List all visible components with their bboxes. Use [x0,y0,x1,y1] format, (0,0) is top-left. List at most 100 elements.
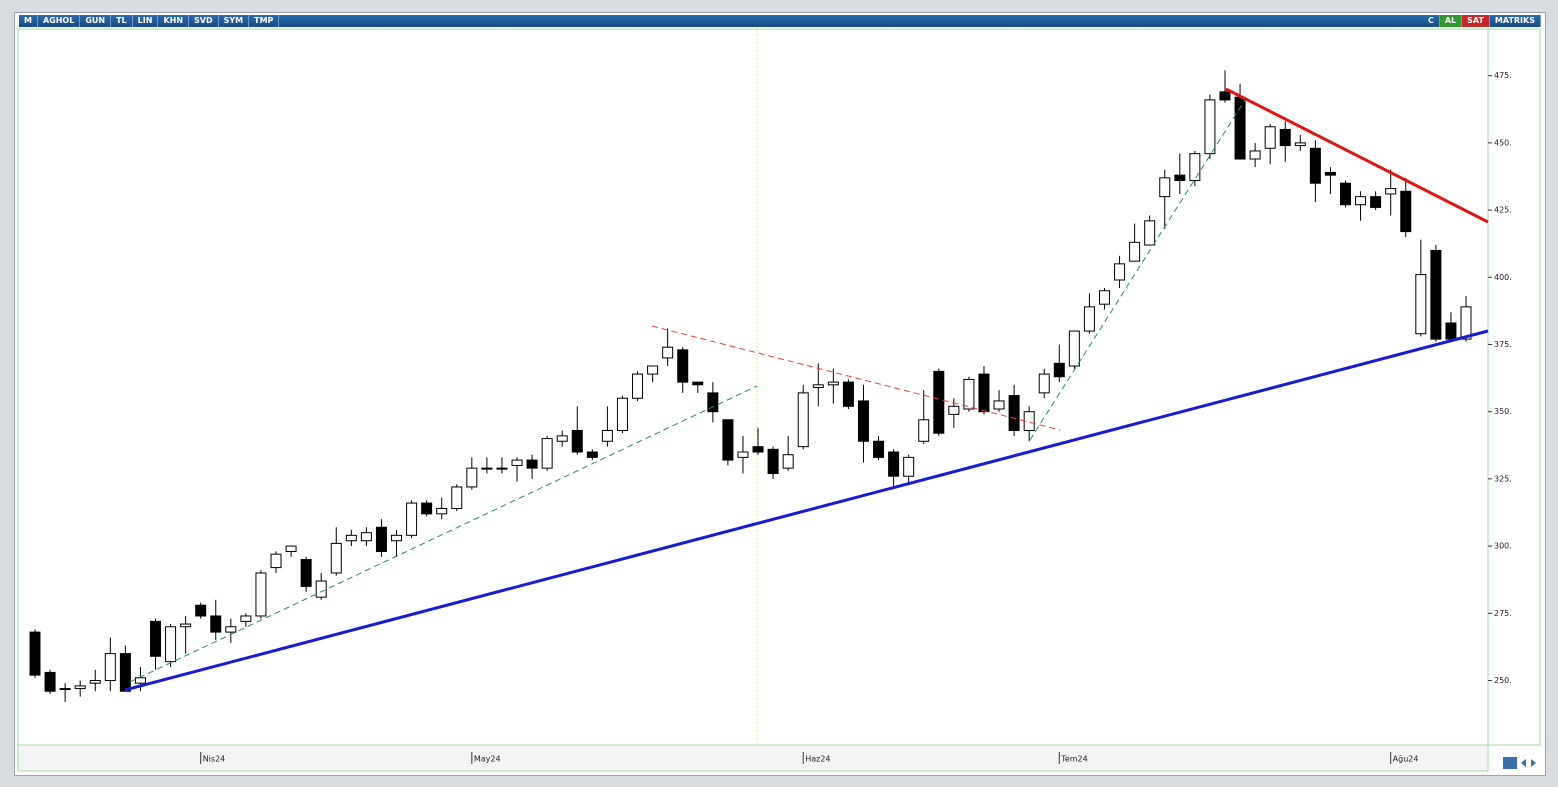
candle-body [315,580,327,598]
scroll-button[interactable] [1503,757,1517,769]
candle-body [842,381,854,407]
logo: M [19,15,38,27]
candle-body [180,623,192,628]
candle-body [1083,306,1095,332]
candle-body [345,534,357,542]
candle-body [1430,249,1442,340]
candle-body [165,626,177,663]
tool-button[interactable]: GUN [80,15,112,27]
candle-body [571,430,583,453]
candle-body [677,349,689,383]
tool-button[interactable]: TL [111,15,133,27]
candle-body [722,419,734,461]
candle-body [1415,274,1427,335]
candle-body [1219,91,1231,101]
trend-line [124,329,1489,692]
scroll-arrows[interactable] [1521,759,1536,767]
candle-body [481,467,493,470]
candle-body [436,507,448,515]
candle-body [270,553,282,569]
candle-body [616,397,628,432]
candle-body [1324,171,1336,176]
trend-line [1225,87,1489,224]
candle-body [330,542,342,574]
candle-body [752,446,764,453]
candle-body [225,626,237,633]
candle-body [767,448,779,475]
x-tick-label: Tem24 [1060,755,1087,764]
candle-body [662,346,674,359]
candle-body [933,370,945,434]
candle-body [29,631,41,676]
candles [29,70,1472,702]
tool-button[interactable]: LIN [133,15,159,27]
x-tick-label: Nis24 [203,755,226,764]
candle-body [993,400,1005,410]
candle-body [1355,196,1367,206]
candle-body [391,534,403,542]
candle-body [134,677,146,684]
candle-body [857,400,869,442]
tool-button[interactable]: C [1423,15,1440,27]
candle-body [632,373,644,399]
candle-body [1068,330,1080,367]
candle-body [541,438,553,469]
y-tick-label: 350. [1494,407,1512,416]
symbol[interactable]: AGHOL [38,15,81,27]
candle-body [586,451,598,458]
trend-line [1029,99,1246,441]
candle-body [59,688,71,691]
candle-body [1053,362,1065,378]
candle-body [300,559,312,587]
candle-body [963,378,975,410]
candle-body [888,451,900,477]
candle-body [240,615,252,622]
candle-body [903,456,915,477]
buy-button[interactable]: AL [1439,15,1463,27]
candle-body [1400,190,1412,233]
y-axis-area [1487,28,1541,746]
candle-body [978,373,990,413]
candle-body [556,435,568,442]
candle-body [1159,177,1171,198]
candle-body [707,392,719,413]
candle-body [1129,241,1141,262]
candle-body [1279,128,1291,147]
candle-body [195,604,207,617]
candle-body [1264,126,1276,149]
tool-button[interactable]: SYM [219,15,250,27]
candle-body [496,467,508,470]
y-tick-label: 300. [1494,542,1512,551]
candle-body [873,440,885,458]
tool-button[interactable]: SVD [189,15,219,27]
candle-body [466,467,478,488]
sell-button[interactable]: SAT [1462,15,1490,27]
candle-body [948,405,960,415]
candle-body [1249,150,1261,160]
candle-body [1309,147,1321,184]
x-axis-area [17,744,1489,772]
candle-body [1204,99,1216,155]
candle-body [74,685,86,690]
candle-body [1144,220,1156,246]
candle-body [375,526,387,552]
candle-body [44,671,56,692]
y-tick-label: 325. [1494,474,1512,483]
candle-body [797,392,809,448]
candle-body [1189,153,1201,182]
y-tick-label: 400. [1494,273,1512,282]
candle-body [1385,188,1397,195]
candle-body [782,454,794,469]
candle-body [150,620,162,657]
candle-body [918,419,930,442]
candle-body [360,532,372,542]
tool-button[interactable]: KHN [158,15,190,27]
candle-body [1234,96,1246,160]
candle-body [210,615,222,633]
candle-body [692,381,704,386]
toolbar-right: C AL SAT MATRIKS [1423,15,1541,27]
tool-button[interactable]: TMP [249,15,280,27]
candle-body [812,384,824,389]
candle-body [1445,322,1457,340]
